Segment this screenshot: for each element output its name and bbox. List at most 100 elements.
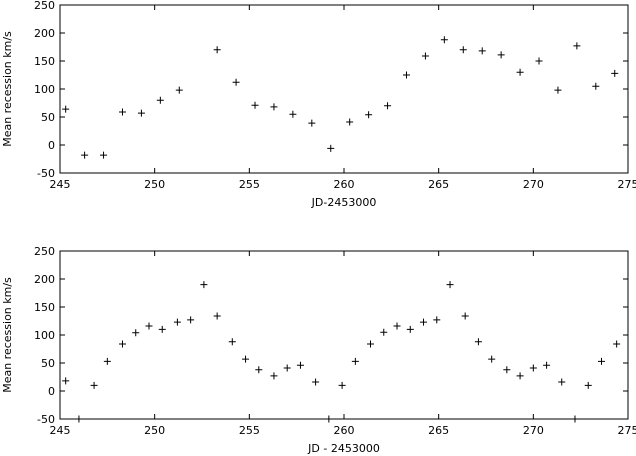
y-tick-label: 150 (34, 301, 55, 314)
point (338, 381, 346, 389)
point (175, 86, 183, 94)
x-tick-label: 265 (428, 178, 449, 191)
point (346, 118, 354, 126)
y-tick-label: 0 (48, 139, 55, 152)
y-axis-label: Mean recession km/s (1, 277, 14, 393)
x-tick-label: 260 (334, 424, 355, 437)
point (384, 102, 392, 110)
point (446, 281, 454, 289)
y-tick-label: -50 (37, 167, 55, 180)
y-tick-label: 150 (34, 55, 55, 68)
point (406, 325, 414, 333)
point (62, 105, 70, 113)
point (103, 357, 111, 365)
point (228, 338, 236, 346)
point (433, 316, 441, 324)
y-tick-label: 0 (48, 385, 55, 398)
point (488, 355, 496, 363)
point (554, 86, 562, 94)
point (592, 82, 600, 90)
point (200, 281, 208, 289)
point (232, 78, 240, 86)
point (213, 46, 221, 54)
point (325, 415, 333, 423)
point (327, 144, 335, 152)
x-tick-label: 255 (239, 424, 260, 437)
point (118, 108, 126, 116)
y-tick-label: 50 (41, 357, 55, 370)
point (380, 328, 388, 336)
point (516, 372, 524, 380)
point (584, 381, 592, 389)
point (173, 318, 181, 326)
y-axis-label: Mean recession km/s (1, 31, 14, 147)
point (255, 366, 263, 374)
point (213, 312, 221, 320)
y-tick-label: 100 (34, 329, 55, 342)
point (187, 316, 195, 324)
y-tick-label: 200 (34, 27, 55, 40)
point (597, 357, 605, 365)
plot-frame (59, 250, 629, 420)
x-tick-label: 245 (50, 178, 71, 191)
point (461, 312, 469, 320)
point (118, 340, 126, 348)
point (62, 377, 70, 385)
point (251, 101, 259, 109)
point (402, 71, 410, 79)
point (81, 151, 89, 159)
point (90, 381, 98, 389)
y-tick-label: 200 (34, 273, 55, 286)
point (242, 355, 250, 363)
point (100, 151, 108, 159)
point (558, 378, 566, 386)
point (543, 361, 551, 369)
point (137, 109, 145, 117)
point (270, 103, 278, 111)
x-tick-label: 270 (523, 178, 544, 191)
point (158, 325, 166, 333)
x-tick-label: 250 (144, 178, 165, 191)
point (156, 96, 164, 104)
point (420, 318, 428, 326)
point (440, 36, 448, 44)
point (132, 329, 140, 337)
point (478, 47, 486, 55)
x-tick-label: 265 (428, 424, 449, 437)
point (535, 57, 543, 65)
x-tick-label: 275 (618, 178, 636, 191)
point (393, 322, 401, 330)
point (283, 364, 291, 372)
point (516, 68, 524, 76)
point (474, 338, 482, 346)
point (571, 415, 579, 423)
point (75, 415, 83, 423)
point (503, 366, 511, 374)
point (611, 69, 619, 77)
x-tick-label: 245 (50, 424, 71, 437)
y-tick-label: 250 (34, 0, 55, 12)
x-tick-label: 255 (239, 178, 260, 191)
y-tick-label: 50 (41, 111, 55, 124)
point (613, 340, 621, 348)
point (308, 119, 316, 127)
x-axis-label: JD-2453000 (311, 196, 377, 209)
point (529, 364, 537, 372)
y-tick-label: -50 (37, 413, 55, 426)
point (459, 46, 467, 54)
point (312, 378, 320, 386)
point (365, 111, 373, 119)
point (289, 110, 297, 118)
point (367, 340, 375, 348)
plot-frame (59, 4, 629, 174)
x-tick-label: 260 (334, 178, 355, 191)
point (145, 322, 153, 330)
point (421, 52, 429, 60)
x-tick-label: 250 (144, 424, 165, 437)
y-tick-label: 250 (34, 245, 55, 258)
y-tick-label: 100 (34, 83, 55, 96)
point (497, 51, 505, 59)
point (573, 42, 581, 50)
point (270, 372, 278, 380)
